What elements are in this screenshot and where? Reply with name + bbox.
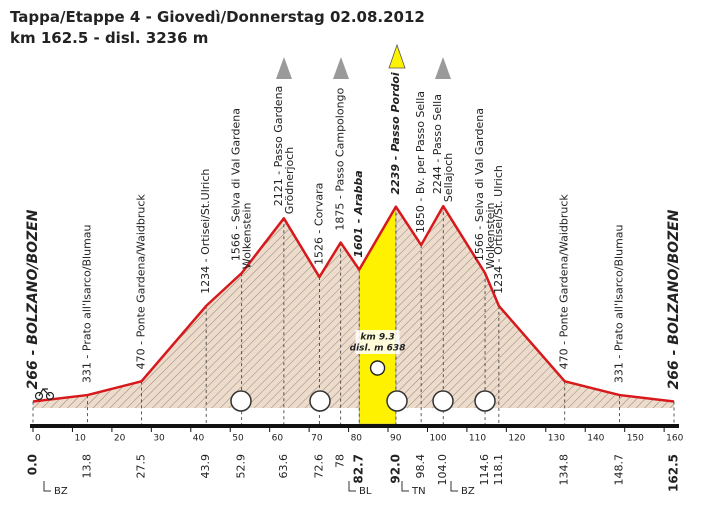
altitude-label: 1234 - Ortisei/St.Ulrich <box>199 169 212 294</box>
altitude-label: 2239 - Passo Pordoi <box>389 72 402 195</box>
region-bracket <box>450 481 458 492</box>
climb-icon <box>333 57 349 79</box>
km-label: 52.9 <box>235 454 248 479</box>
climb-icons <box>276 43 451 79</box>
altitude-label-line: Wolkenstein <box>484 203 497 270</box>
altitude-label-line: 1234 - Ortisei/St. Ulrich <box>492 165 505 294</box>
km-label: 43.9 <box>199 454 212 479</box>
service-icons <box>230 390 496 412</box>
bike-icon <box>34 388 55 401</box>
x-tick-label: 130 <box>548 434 565 444</box>
x-tick-label: 30 <box>153 434 165 444</box>
altitude-label: 331 - Prato all'Isarco/Blumau <box>613 225 626 384</box>
altitude-label: 470 - Ponte Gardena/Waidbruck <box>134 194 147 370</box>
km-label: 92.0 <box>388 454 402 484</box>
profile-line <box>32 204 675 403</box>
highlight-label: km 9.3 <box>360 333 394 343</box>
km-label: 82.7 <box>352 454 366 484</box>
altitude-label: 1526 - Corvara <box>312 183 325 265</box>
x-tick-label: 0 <box>35 434 41 444</box>
km-label: 78 <box>334 454 347 468</box>
altitude-label-line: 1566 - Selva di Val Gardena <box>473 108 486 261</box>
altitude-label-line: 2239 - Passo Pordoi <box>389 72 402 195</box>
altitude-label-line: 266 - BOLZANO/BOZEN <box>25 209 41 389</box>
x-tick-label: 10 <box>74 434 86 444</box>
altitude-label: 2244 - Passo SellaSellajoch <box>431 94 455 202</box>
altitude-label: 1234 - Ortisei/St. Ulrich <box>492 165 505 294</box>
altitude-label-line: 1566 - Selva di Val Gardena <box>230 108 243 261</box>
altitude-label-line: Sellajoch <box>442 153 455 202</box>
stopwatch-icon <box>369 360 386 376</box>
x-tick-label: 110 <box>469 434 486 444</box>
km-label: 72.6 <box>312 454 325 479</box>
x-tick-label: 100 <box>429 434 446 444</box>
x-tick-label: 20 <box>114 434 126 444</box>
altitude-label: 1850 - Bv. per Passo Sella <box>414 91 427 233</box>
km-label: 98.4 <box>414 454 427 479</box>
km-label: 148.7 <box>613 454 626 486</box>
regions: BZ BL TN BZ <box>43 481 475 497</box>
x-tick-label: 150 <box>627 434 644 444</box>
km-label: 118.1 <box>492 454 505 486</box>
x-tick-label: 60 <box>272 434 284 444</box>
altitude-label: 2121 - Passo GardenaGrödnerjoch <box>272 86 296 215</box>
altitude-label: 266 - BOLZANO/BOZEN <box>25 209 41 389</box>
km-label: 63.6 <box>277 454 290 479</box>
altitude-label: 1601 - Arabba <box>352 170 365 257</box>
km-label: 0.0 <box>26 454 40 475</box>
km-label: 162.5 <box>667 454 681 492</box>
km-label: 104.0 <box>436 454 449 486</box>
km-label: 114.6 <box>478 454 491 486</box>
km-label: 27.5 <box>134 454 147 479</box>
highlight-label: disl. m 638 <box>350 344 406 354</box>
x-tick-label: 120 <box>508 434 525 444</box>
altitude-label-line: Wolkenstein <box>241 203 254 270</box>
altitude-label-line: 331 - Prato all'Isarco/Blumau <box>613 225 626 384</box>
x-tick-label: 140 <box>587 434 604 444</box>
altitude-label: 331 - Prato all'Isarco/Blumau <box>80 225 93 384</box>
x-tick-label: 70 <box>311 434 323 444</box>
altitude-label: 266 - BOLZANO/BOZEN <box>666 209 682 389</box>
region-label: BZ <box>461 486 475 497</box>
km-label: 134.8 <box>558 454 571 486</box>
climb-icon <box>276 57 292 79</box>
climb-icon <box>435 57 451 79</box>
altitude-label-line: 470 - Ponte Gardena/Waidbruck <box>558 194 571 370</box>
region-label: BL <box>359 486 372 497</box>
region-bracket <box>401 481 409 492</box>
chart-subtitle: km 162.5 - disl. 3236 m <box>10 29 208 47</box>
altitude-label-line: 1234 - Ortisei/St.Ulrich <box>199 169 212 294</box>
altitude-label-line: 1601 - Arabba <box>352 170 365 257</box>
chart-title: Tappa/Etappe 4 - Giovedì/Donnerstag 02.0… <box>10 8 425 26</box>
x-tick-label: 90 <box>390 434 402 444</box>
region-bracket <box>348 481 356 492</box>
altitude-label-line: 470 - Ponte Gardena/Waidbruck <box>134 194 147 370</box>
x-tick-label: 80 <box>351 434 363 444</box>
altitude-label: 470 - Ponte Gardena/Waidbruck <box>558 194 571 370</box>
altitude-label: 1566 - Selva di Val GardenaWolkenstein <box>230 108 254 269</box>
region-label: BZ <box>54 486 68 497</box>
altitude-label: 1566 - Selva di Val GardenaWolkenstein <box>473 108 497 269</box>
x-axis <box>30 424 679 428</box>
x-tick-label: 40 <box>193 434 205 444</box>
altitude-label-line: 2121 - Passo Gardena <box>272 86 285 207</box>
altitude-label-line: 1526 - Corvara <box>312 183 325 265</box>
profile-area <box>33 206 674 408</box>
altitude-label-line: 1875 - Passo Campolongo <box>334 87 347 230</box>
region-bracket <box>43 481 51 492</box>
altitude-label-line: 331 - Prato all'Isarco/Blumau <box>80 225 93 384</box>
km-label: 13.8 <box>80 454 93 479</box>
climb-icon <box>388 43 406 69</box>
x-tick-label: 50 <box>232 434 244 444</box>
altitude-label-line: 266 - BOLZANO/BOZEN <box>666 209 682 389</box>
altitude-label-line: 1850 - Bv. per Passo Sella <box>414 91 427 233</box>
altitude-label: 1875 - Passo Campolongo <box>334 87 347 230</box>
highlight-label-box <box>355 330 400 354</box>
altitude-label-line: 2244 - Passo Sella <box>431 94 444 194</box>
region-label: TN <box>411 486 426 497</box>
x-tick-label: 160 <box>666 434 683 444</box>
altitude-label-line: Grödnerjoch <box>283 147 296 215</box>
